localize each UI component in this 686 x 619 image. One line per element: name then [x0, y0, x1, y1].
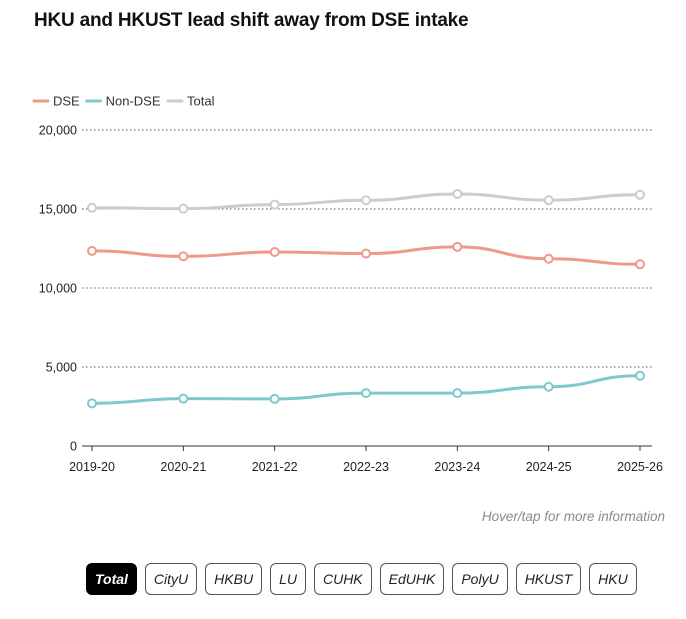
- legend-label-dse: DSE: [53, 94, 80, 109]
- x-tick-label: 2025-26: [617, 460, 663, 474]
- legend: DSE Non-DSE Total: [32, 94, 215, 109]
- x-tick-label: 2019-20: [69, 460, 115, 474]
- hover-hint: Hover/tap for more information: [481, 509, 665, 524]
- data-point-total[interactable]: [269, 199, 280, 210]
- data-point-non-dse[interactable]: [269, 393, 280, 404]
- legend-label-non-dse: Non-DSE: [106, 94, 161, 109]
- tab-cityu[interactable]: CityU: [144, 563, 198, 595]
- data-point-non-dse[interactable]: [87, 398, 97, 409]
- tab-cuhk[interactable]: CUHK: [313, 563, 372, 595]
- series-total: [87, 188, 645, 214]
- data-point-dse[interactable]: [452, 241, 463, 252]
- data-point-non-dse[interactable]: [635, 370, 645, 381]
- series-dse: [87, 241, 645, 270]
- y-tick-label: 20,000: [39, 124, 77, 138]
- x-tick-label: 2021-22: [252, 460, 298, 474]
- data-point-total[interactable]: [635, 189, 645, 200]
- data-point-total[interactable]: [361, 195, 371, 206]
- data-point-non-dse[interactable]: [178, 393, 189, 404]
- data-point-non-dse[interactable]: [452, 388, 463, 399]
- legend-label-total: Total: [187, 94, 215, 109]
- tab-lu[interactable]: LU: [270, 563, 306, 595]
- tab-hkbu[interactable]: HKBU: [205, 563, 263, 595]
- data-point-dse[interactable]: [543, 253, 554, 264]
- data-point-non-dse[interactable]: [543, 381, 554, 392]
- y-tick-label: 0: [70, 440, 77, 454]
- y-tick-label: 10,000: [39, 282, 77, 296]
- y-tick-label: 15,000: [39, 203, 77, 217]
- data-point-total[interactable]: [87, 202, 97, 213]
- university-tabs: Total CityU HKBU LU CUHK EdUHK PolyU HKUST HKU: [86, 563, 637, 595]
- x-tick-label: 2023-24: [434, 460, 480, 474]
- data-point-dse[interactable]: [635, 259, 645, 270]
- data-point-total[interactable]: [543, 195, 554, 206]
- tab-eduhk[interactable]: EdUHK: [379, 563, 445, 595]
- y-tick-label: 5,000: [46, 361, 77, 375]
- gridlines: 0 5,000 10,000 15,000 20,000: [39, 124, 652, 454]
- series-lines: [87, 188, 645, 409]
- data-point-total[interactable]: [178, 203, 189, 214]
- data-point-dse[interactable]: [87, 245, 97, 256]
- data-point-non-dse[interactable]: [361, 388, 371, 399]
- x-tick-label: 2020-21: [160, 460, 206, 474]
- tab-polyu[interactable]: PolyU: [452, 563, 508, 595]
- tab-total[interactable]: Total: [86, 563, 137, 595]
- data-point-dse[interactable]: [269, 246, 280, 257]
- data-point-dse[interactable]: [361, 248, 371, 259]
- tab-hkust[interactable]: HKUST: [515, 563, 582, 595]
- x-tick-label: 2024-25: [526, 460, 572, 474]
- tab-hku[interactable]: HKU: [589, 563, 637, 595]
- chart-title: HKU and HKUST lead shift away from DSE i…: [34, 10, 469, 31]
- data-point-dse[interactable]: [178, 251, 189, 262]
- data-point-total[interactable]: [452, 188, 463, 199]
- x-tick-label: 2022-23: [343, 460, 389, 474]
- series-non-dse: [87, 370, 645, 409]
- x-axis: 2019-20 2020-21 2021-22 2022-23 2023-24 2024-…: [69, 445, 663, 474]
